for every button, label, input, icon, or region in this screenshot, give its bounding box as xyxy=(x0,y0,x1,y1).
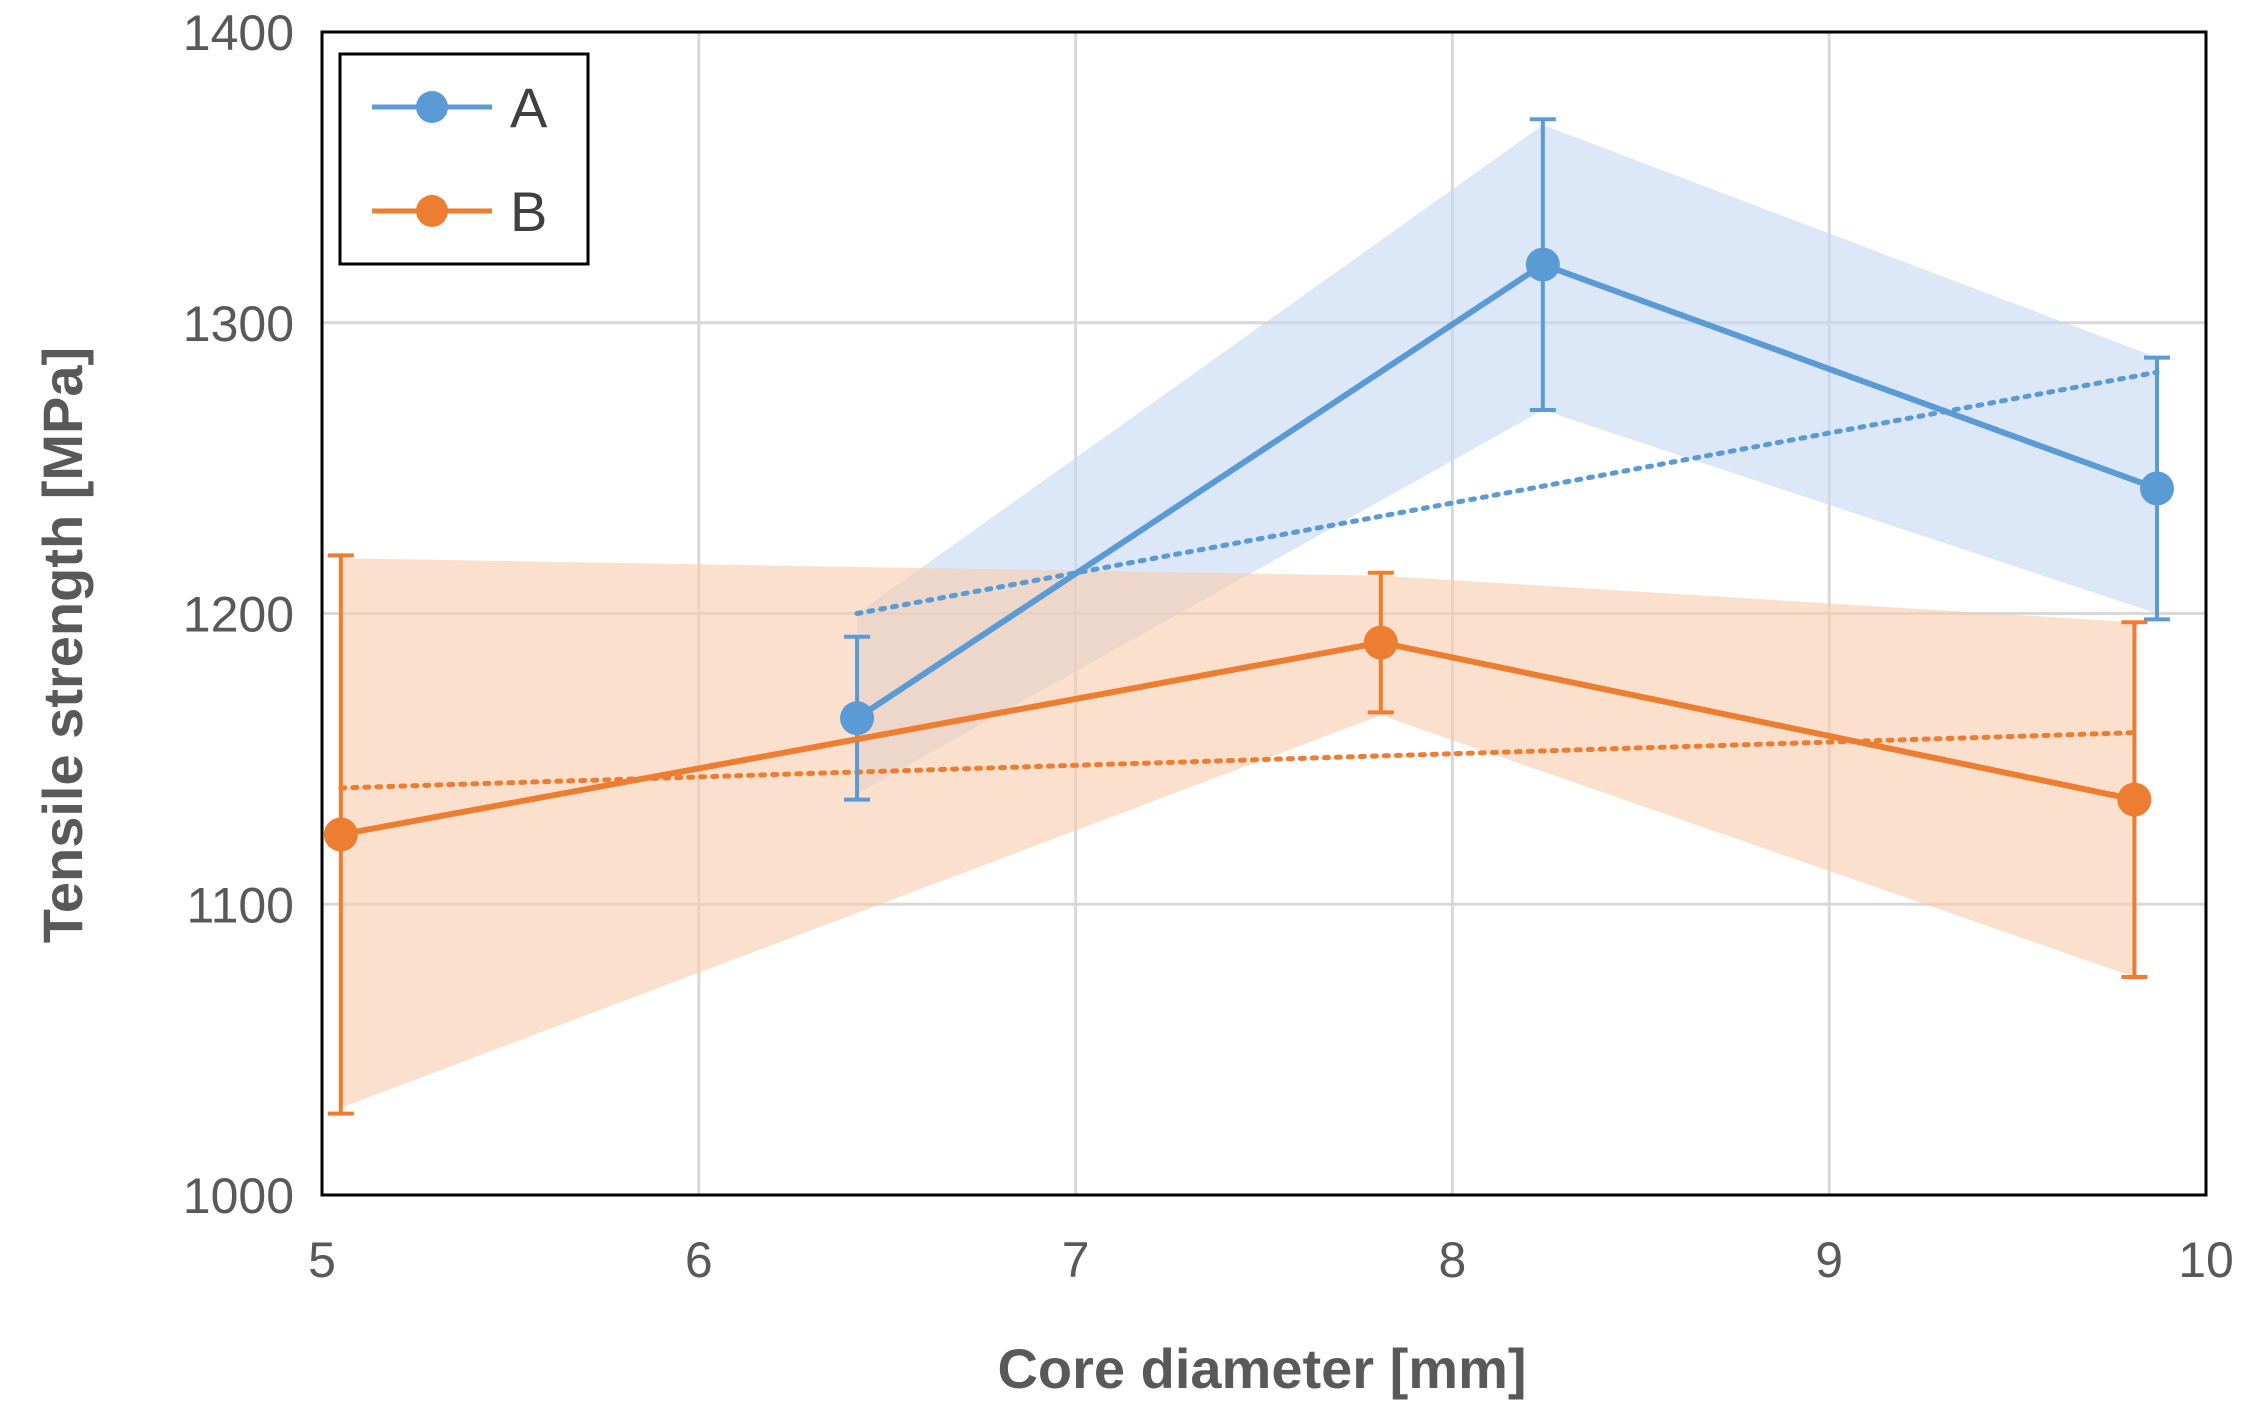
y-axis-title: Tensile strength [MPa] xyxy=(31,347,94,943)
x-tick-label-6: 6 xyxy=(685,1232,713,1288)
y-tick-label-1000: 1000 xyxy=(183,1168,294,1224)
band-a xyxy=(857,125,2158,794)
y-tick-label-1200: 1200 xyxy=(183,587,294,643)
tick-labels: 5 6 7 8 9 10 1000 1100 1200 1300 1400 xyxy=(183,5,2234,1288)
legend-marker-a xyxy=(416,91,448,123)
legend-marker-b xyxy=(416,195,448,227)
data-point-a-1 xyxy=(1525,247,1560,282)
data-point-b-0 xyxy=(323,817,358,852)
plot-area-border xyxy=(320,30,2208,1197)
data-series xyxy=(323,117,2175,1116)
legend-label-a: A xyxy=(510,76,548,139)
y-tick-label-1400: 1400 xyxy=(183,5,294,61)
data-point-b-2 xyxy=(2117,782,2152,817)
x-tick-label-7: 7 xyxy=(1062,1232,1090,1288)
x-tick-label-8: 8 xyxy=(1438,1232,1466,1288)
legend-box xyxy=(338,52,590,266)
x-tick-label-5: 5 xyxy=(308,1232,336,1288)
band-b xyxy=(340,558,2135,1108)
x-axis-title: Core diameter [mm] xyxy=(997,1337,1526,1400)
y-tick-label-1300: 1300 xyxy=(183,296,294,352)
legend-label-b: B xyxy=(510,180,547,243)
confidence-bands xyxy=(340,125,2158,1108)
legend: A B xyxy=(338,52,590,266)
data-point-b-1 xyxy=(1363,625,1398,660)
y-tick-label-1100: 1100 xyxy=(186,877,294,933)
data-point-a-0 xyxy=(840,701,875,736)
x-tick-label-10: 10 xyxy=(2178,1232,2234,1288)
x-tick-label-9: 9 xyxy=(1815,1232,1843,1288)
data-point-a-2 xyxy=(2140,471,2175,506)
